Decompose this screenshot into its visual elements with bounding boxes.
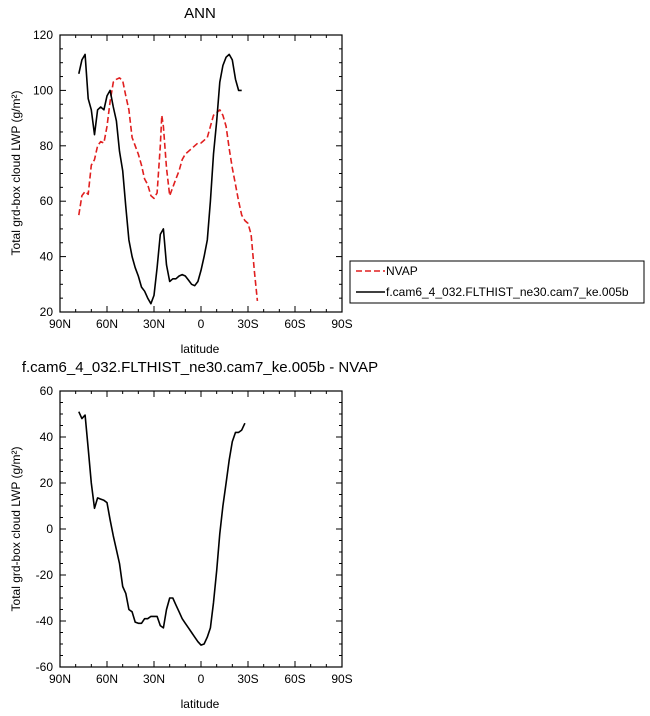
x-tick-label-bottom: 60N [96,672,118,686]
chart-title-top: ANN [184,5,216,22]
x-tick-label-bottom: 90N [49,672,71,686]
legend: NVAP f.cam6_4_032.FLTHIST_ne30.cam7_ke.0… [349,260,645,304]
legend-label-model: f.cam6_4_032.FLTHIST_ne30.cam7_ke.005b [386,285,629,299]
x-tick-label-top: 90N [49,317,71,331]
y-axis-label-bottom: Total grd-box cloud LWP (g/m²) [9,447,23,612]
series-line-difference-bottom [78,411,246,646]
chart-title-bottom: f.cam6_4_032.FLTHIST_ne30.cam7_ke.005b -… [22,359,378,376]
x-tick-label-top: 0 [198,317,205,331]
y-tick-label-bottom: -40 [36,614,54,628]
x-tick-label-bottom: 90S [331,672,352,686]
x-tick-label-bottom: 0 [198,672,205,686]
y-tick-label-bottom: 40 [40,430,54,444]
y-tick-label-top: 120 [33,28,53,42]
x-tick-label-bottom: 60S [284,672,305,686]
series-line-f-cam6-4-032-flthist-ne30-cam7-ke-005b-top [78,53,242,305]
plot-top: 90N 60N 30N 0 30S 60S 90S 20 40 60 80 100 120 [33,28,353,331]
y-tick-label-top: 100 [33,83,53,97]
y-tick-label-top: 40 [40,250,54,264]
y-tick-label-bottom: 20 [40,476,54,490]
y-tick-label-top: 80 [40,139,54,153]
x-tick-label-top: 90S [331,317,352,331]
x-tick-label-top: 60S [284,317,305,331]
y-tick-label-bottom: 0 [46,522,53,536]
x-tick-label-top: 30S [237,317,258,331]
plot-bottom: 90N 60N 30N 0 30S 60S 90S -60 -40 -20 0 20 40 60 [36,384,353,686]
y-tick-label-bottom: -20 [36,568,54,582]
y-tick-label-top: 20 [40,305,54,319]
plot-frame-bottom [59,390,343,668]
y-axis-label-top: Total grd-box cloud LWP (g/m²) [9,91,23,256]
x-tick-label-top: 30N [143,317,165,331]
legend-label-nvap: NVAP [386,264,418,278]
legend-box [349,260,645,304]
x-tick-label-bottom: 30S [237,672,258,686]
x-tick-label-top: 60N [96,317,118,331]
x-tick-label-bottom: 30N [143,672,165,686]
y-tick-label-bottom: 60 [40,384,54,398]
y-tick-label-bottom: -60 [36,660,54,674]
series-line-nvap-top [78,77,259,301]
x-axis-label-bottom: latitude [181,697,220,711]
y-tick-label-top: 60 [40,194,54,208]
x-axis-label-top: latitude [181,342,220,356]
